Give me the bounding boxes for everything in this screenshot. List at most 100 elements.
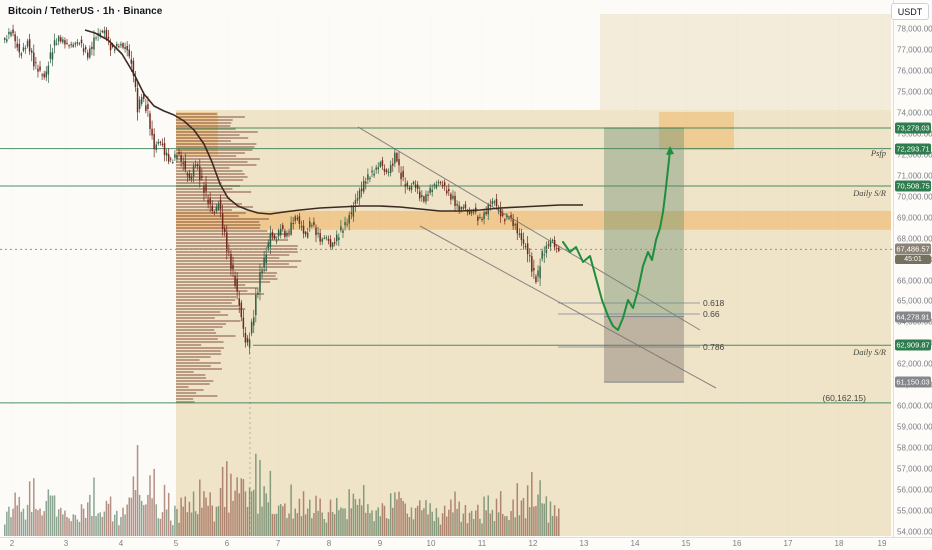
volume-bar [493,521,496,536]
zone-box [600,14,891,110]
volume-bar [296,513,299,536]
volume-profile-bar [176,371,194,373]
price-axis[interactable]: 78,000.00 77,000.00 76,000.00 75,000.00 74,0… [893,0,932,537]
zone-box [176,110,891,536]
volume-bar [331,512,334,536]
time-tick-label: 2 [9,539,15,548]
candle-body [358,190,361,199]
candle-body [371,170,373,173]
candle-body [176,155,178,159]
volume-bar [105,500,108,536]
candle-body [39,66,41,71]
price-tick-label: 55,000.00 [897,506,932,516]
candle-body [277,230,280,237]
price-level-badge: 70,508.75 [895,180,931,192]
candle-body [232,264,234,270]
volume-bar [348,489,350,536]
volume-bar [70,521,72,536]
candle-body [45,71,47,78]
volume-bar [472,519,475,536]
volume-profile-bar [176,347,224,349]
candle-body [331,242,334,248]
volume-bar [103,511,106,536]
volume-bar [136,445,139,536]
candle-body [385,169,388,173]
volume-bar [238,493,240,536]
candle-body [140,96,143,104]
volume-bar [317,510,319,536]
candle-body [167,154,170,162]
volume-bar [107,503,110,536]
volume-bar [514,517,516,536]
volume-bar [147,494,149,536]
price-tick-label: 65,000.00 [897,296,932,306]
chart-text-label[interactable]: 0.618 [703,298,725,308]
candle-body [20,53,23,56]
volume-bar [483,496,485,536]
time-tick-label: 10 [426,539,436,548]
volume-bar [14,492,16,536]
volume-bar [410,507,413,536]
chart-text-label[interactable]: 0.66 [703,309,720,319]
volume-profile-bar [176,197,230,199]
candle-body [398,159,400,166]
candle-body [551,239,554,242]
chart-text-label[interactable]: Daily S/R [853,347,886,357]
volume-bar [392,507,394,536]
volume-bar [170,520,172,536]
candle-body [43,73,45,78]
volume-bar [396,499,398,536]
chart-text-label[interactable]: 0.786 [703,342,725,352]
candle-body [26,40,29,47]
volume-bar [323,519,326,536]
candle-body [178,152,180,154]
volume-bar [416,505,419,536]
volume-bar [385,518,388,536]
volume-bar [165,509,168,536]
candle-body [196,164,199,167]
volume-bar [163,484,166,536]
price-tick-label: 59,000.00 [897,422,932,432]
volume-bar [286,518,288,536]
candle-body [30,50,33,53]
currency-toggle-button[interactable]: USDT [891,3,929,20]
chart-text-label[interactable]: (60,162.15) [822,393,866,403]
time-axis[interactable]: 2 3 4 5 6 7 8 9 10 11 12 13 14 15 16 17 18 19 [0,537,932,550]
volume-profile-bar [176,278,278,280]
candle-body [311,225,313,227]
candle-body [296,217,299,220]
volume-bar [485,510,487,536]
volume-bar [414,507,417,536]
volume-bar [367,504,369,536]
volume-profile-bar [176,191,252,193]
candle-body [209,198,211,205]
volume-bar [431,511,433,536]
chart-text-label[interactable]: Psfp [870,148,886,158]
symbol-title[interactable]: Bitcoin / TetherUS · 1h · Binance [8,6,163,17]
volume-bar [421,510,423,536]
volume-bar [319,498,321,536]
price-tick-label: 56,000.00 [897,485,932,495]
volume-profile-bar [176,209,232,211]
volume-profile-bar [176,149,253,151]
candle-body [8,31,10,35]
volume-profile-bar [176,329,215,331]
volume-bar [277,505,280,536]
candle-body [219,199,222,210]
candle-body [265,254,267,264]
chart-text-label[interactable]: Daily S/R [853,188,886,198]
volume-bar [157,518,160,536]
candle-body [55,43,58,45]
candle-body [354,200,357,204]
volume-bar [242,479,245,536]
volume-bar [28,481,31,536]
volume-bar [91,515,93,536]
candle-body [429,187,431,193]
volume-bar [346,519,348,536]
volume-bar [176,508,178,536]
candle-body [211,205,213,211]
volume-profile-bar [176,341,224,343]
price-tick-label: 54,000.00 [897,527,932,537]
candle-body [261,271,263,274]
